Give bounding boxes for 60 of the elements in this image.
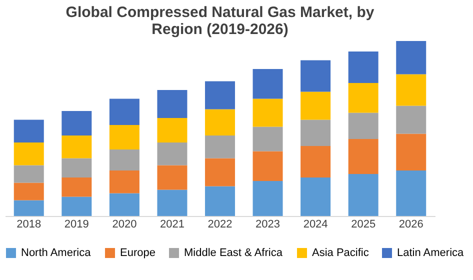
chart-title: Global Compressed Natural Gas Market, by Region (2019-2026) [66, 4, 375, 38]
bar [109, 98, 140, 125]
x-tick-label: 2020 [112, 218, 137, 230]
bar [109, 193, 140, 216]
bar [205, 186, 235, 216]
bar [252, 126, 283, 152]
bar [300, 92, 331, 120]
bar [62, 136, 92, 158]
bar [62, 111, 92, 136]
legend-label: North America [21, 247, 92, 259]
bar [396, 106, 426, 134]
legend-label: Europe [120, 247, 156, 259]
bar [252, 181, 283, 216]
bar [14, 200, 44, 216]
bar [300, 60, 331, 92]
bar [14, 165, 44, 183]
bar [300, 146, 331, 178]
bar [14, 182, 44, 200]
bar [14, 120, 44, 142]
bar [157, 90, 188, 118]
x-tick-label: 2019 [64, 218, 89, 230]
bar [252, 98, 283, 127]
x-tick-label: 2018 [16, 218, 42, 230]
bar [396, 41, 426, 74]
bar [348, 52, 378, 83]
legend-label: Latin America [397, 247, 465, 259]
bar [157, 165, 188, 190]
bar [157, 118, 188, 142]
bar [109, 170, 140, 194]
legend-label: Middle East & Africa [184, 247, 284, 259]
bar [205, 158, 235, 186]
bar [348, 83, 378, 113]
bar [62, 158, 92, 178]
bar [62, 178, 92, 197]
bar [396, 134, 426, 170]
bar [109, 125, 140, 150]
bar [157, 142, 188, 166]
bar [348, 112, 378, 139]
bar [252, 151, 283, 181]
bar [348, 139, 378, 174]
legend-label: Asia Pacific [312, 247, 370, 259]
bar [14, 142, 44, 166]
bar [205, 109, 235, 136]
bar [205, 81, 235, 110]
x-tick-label: 2022 [208, 218, 232, 230]
bar [252, 69, 283, 99]
bar [157, 190, 188, 216]
bar [205, 136, 235, 158]
bar [348, 174, 378, 216]
bar [396, 170, 426, 216]
bar [300, 178, 331, 216]
x-tick-label: 2025 [351, 218, 376, 230]
x-tick-label: 2021 [160, 218, 184, 230]
bar [300, 120, 331, 146]
bar [109, 150, 140, 170]
bar [396, 74, 426, 106]
x-tick-label: 2024 [303, 218, 328, 230]
bar [62, 196, 92, 216]
x-tick-label: 2026 [398, 218, 424, 230]
x-tick-label: 2023 [256, 218, 280, 230]
